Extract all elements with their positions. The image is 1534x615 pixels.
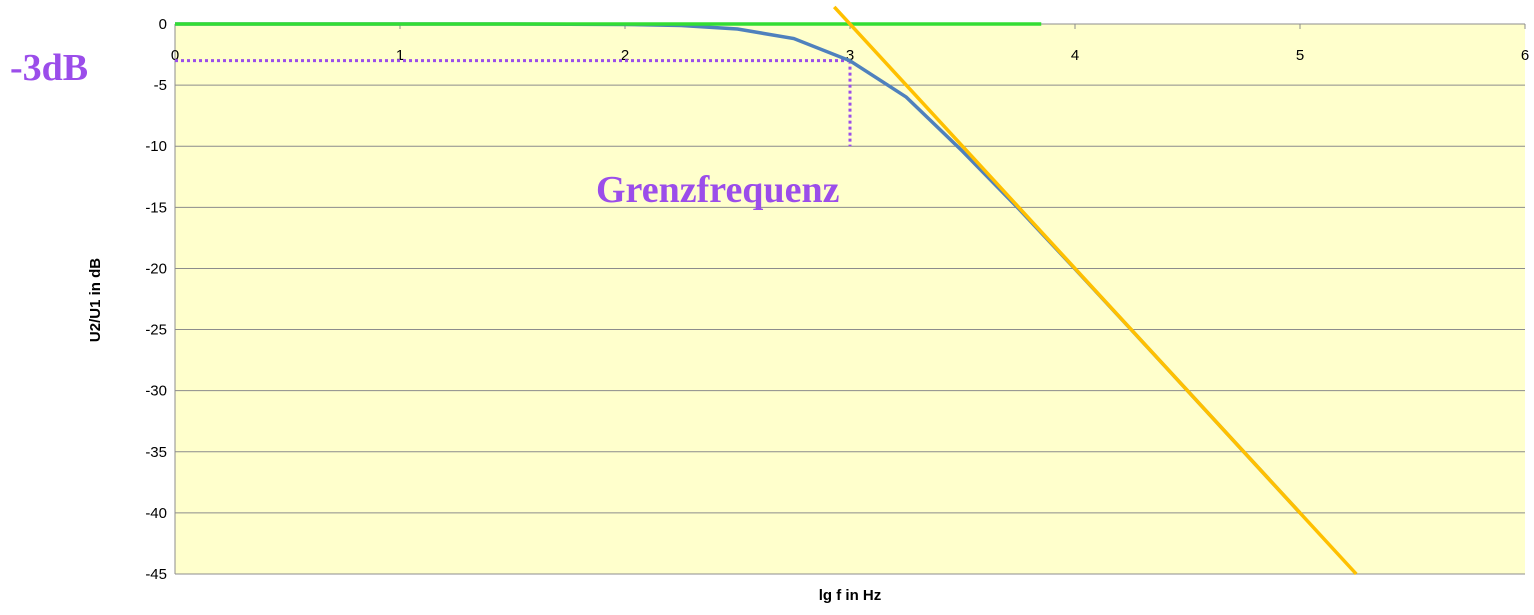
x-tick-label: 2 <box>621 47 629 64</box>
line <box>832 5 1358 576</box>
plot-area <box>175 24 1525 574</box>
y-tick-label: -5 <box>154 77 167 94</box>
x-axis-label: lg f in Hz <box>819 587 882 604</box>
y-tick-label: -40 <box>145 505 167 522</box>
annotation: -3dB <box>10 47 88 89</box>
x-tick-label: 0 <box>171 47 179 64</box>
y-tick-label: -20 <box>145 260 167 277</box>
y-tick-label: -25 <box>145 322 167 339</box>
y-tick-label: -10 <box>145 138 167 155</box>
x-tick-label: 4 <box>1071 47 1079 64</box>
y-axis-label: U2/U1 in dB <box>87 258 104 342</box>
annotation: Grenzfrequenz <box>596 169 840 211</box>
y-tick-label: 0 <box>159 16 167 33</box>
x-tick-label: 6 <box>1521 47 1529 64</box>
y-tick-label: -35 <box>145 444 167 461</box>
y-tick-label: -45 <box>145 566 167 583</box>
y-tick-label: -30 <box>145 383 167 400</box>
x-tick-label: 3 <box>846 47 854 64</box>
x-tick-label: 1 <box>396 47 404 64</box>
y-tick-label: -15 <box>145 199 167 216</box>
x-tick-label: 5 <box>1296 47 1304 64</box>
